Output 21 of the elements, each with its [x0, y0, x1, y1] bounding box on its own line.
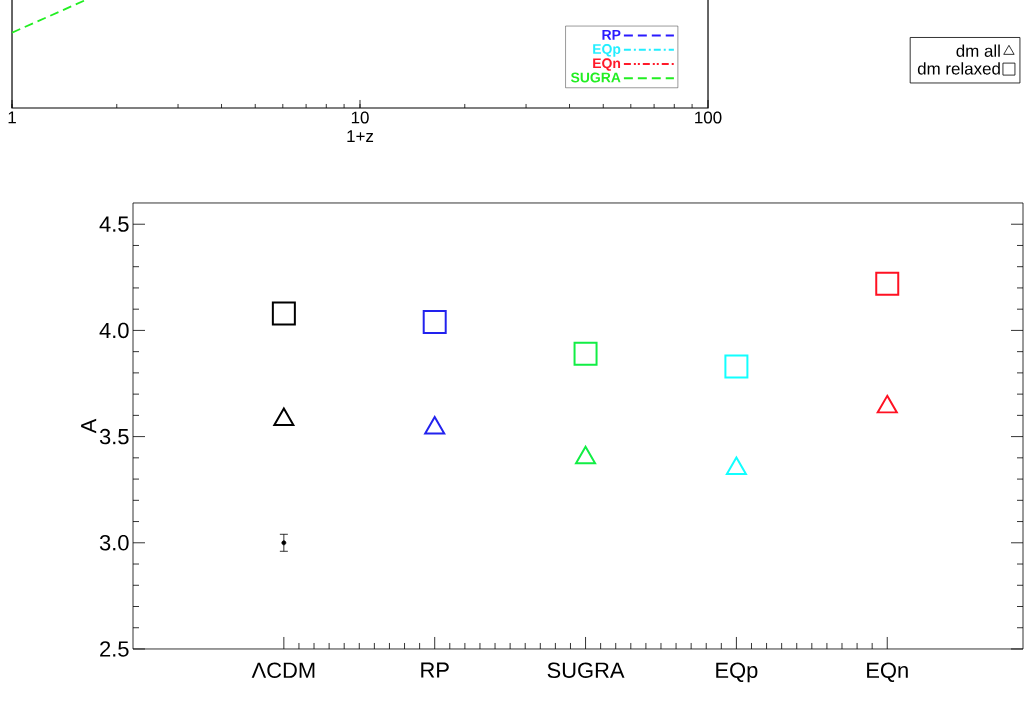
y-axis-title: A: [81, 418, 97, 434]
legend-label: EQn: [593, 58, 621, 71]
x-tick-label: 1: [8, 111, 16, 124]
x-tick-label: RP: [421, 662, 449, 678]
x-tick-label: SUGRA: [547, 662, 625, 679]
y-tick-label: 4.0: [99, 322, 129, 339]
legend-label: SUGRA: [570, 72, 621, 83]
y-tick-label: 3.0: [99, 535, 129, 551]
legend-label: dm all: [956, 44, 1000, 57]
x-tick-label: ΛCDM: [251, 662, 315, 679]
legend-label: EQp: [593, 44, 621, 57]
x-tick-label: 10: [351, 111, 369, 124]
y-tick-label: 4.5: [99, 216, 129, 232]
legend-label: RP: [602, 30, 621, 40]
y-tick-label: 3.5: [99, 428, 129, 445]
x-tick-label: EQp: [716, 662, 758, 683]
x-tick-label: EQn: [867, 662, 908, 682]
legend-label: dm relaxed: [917, 62, 1000, 75]
x-tick-label: 100: [695, 111, 722, 124]
y-tick-label: 2.5: [100, 641, 129, 657]
x-axis-title: 1+z: [347, 130, 374, 142]
